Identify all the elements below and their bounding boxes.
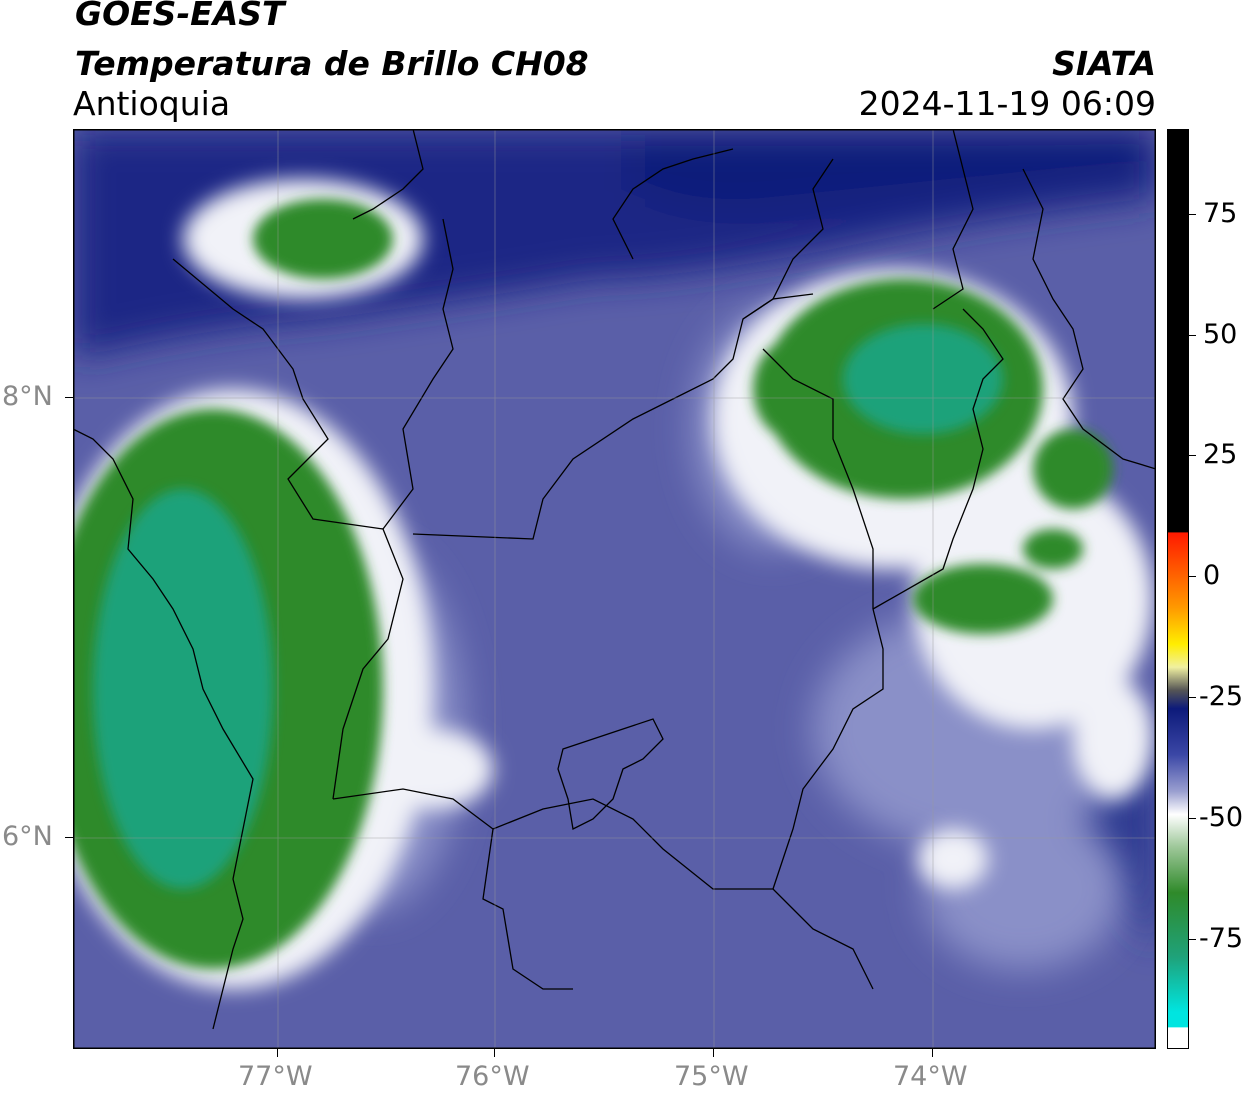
y-tick: [65, 397, 73, 398]
gridlines: [73, 129, 1156, 1049]
y-axis-label-6n: 6°N: [2, 821, 53, 852]
x-axis-label-76w: 76°W: [455, 1061, 530, 1092]
colorbar-tick: [1189, 818, 1196, 819]
x-axis-label-75w: 75°W: [674, 1061, 749, 1092]
x-axis-label-74w: 74°W: [893, 1061, 968, 1092]
map-frame: [73, 129, 1156, 1049]
colorbar-tick: [1189, 697, 1196, 698]
x-tick: [494, 1049, 495, 1057]
colorbar-tick: [1189, 214, 1196, 215]
org-label: SIATA: [1052, 44, 1156, 83]
colorbar-label-50: 50: [1203, 319, 1238, 350]
colorbar-tick: [1189, 455, 1196, 456]
x-tick: [932, 1049, 933, 1057]
colorbar-label-minus50: -50: [1199, 802, 1244, 833]
x-axis-label-77w: 77°W: [238, 1061, 313, 1092]
y-axis-label-8n: 8°N: [2, 381, 53, 412]
colorbar-frame: [1167, 129, 1189, 1049]
timestamp-label: 2024-11-19 06:09: [858, 84, 1156, 123]
satellite-title: GOES-EAST: [75, 0, 285, 33]
colorbar-label-0: 0: [1203, 560, 1221, 591]
x-tick: [277, 1049, 278, 1057]
colorbar-label-25: 25: [1203, 439, 1238, 470]
coldest-cores: [93, 324, 1003, 889]
region-label: Antioquia: [73, 84, 231, 123]
colorbar-label-minus25: -25: [1199, 681, 1244, 712]
satellite-map: [73, 129, 1156, 1049]
colorbar-tick: [1189, 939, 1196, 940]
colorbar-label-75: 75: [1203, 198, 1238, 229]
colorbar: [1167, 129, 1189, 1049]
colorbar-label-minus75: -75: [1199, 923, 1244, 954]
colorbar-fill: [1167, 129, 1189, 1049]
product-title: Temperatura de Brillo CH08: [75, 44, 589, 83]
colorbar-tick: [1189, 576, 1196, 577]
political-borders: [73, 129, 1156, 1030]
enclave-borders: [557, 718, 664, 830]
colorbar-tick: [1189, 335, 1196, 336]
y-tick: [65, 837, 73, 838]
x-tick: [713, 1049, 714, 1057]
